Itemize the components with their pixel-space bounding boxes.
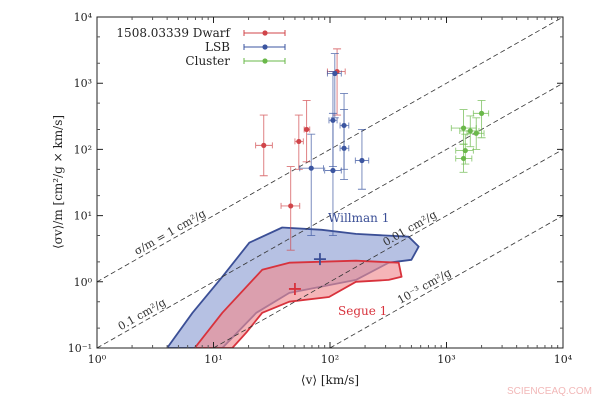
reference-line	[213, 149, 563, 348]
region-label: Willman 1	[328, 211, 389, 225]
y-axis-label: ⟨σv⟩/m [cm²/g × km/s]	[51, 115, 65, 249]
marker	[332, 70, 338, 77]
data-point	[299, 133, 324, 236]
marker	[359, 157, 365, 164]
x-tick-label: 10⁴	[554, 353, 573, 366]
data-point	[339, 109, 350, 181]
marker	[308, 165, 314, 171]
data-point	[466, 117, 485, 150]
data-point	[294, 114, 304, 170]
marker	[288, 203, 294, 209]
y-tick-label: 10⁴	[74, 11, 93, 24]
y-tick-label: 10¹	[74, 210, 92, 223]
region-label: Segue 1	[338, 304, 387, 318]
legend-marker	[262, 58, 268, 64]
legend-marker	[262, 44, 268, 50]
reference-line	[329, 215, 563, 348]
y-tick-label: 10²	[74, 143, 92, 156]
marker	[296, 138, 302, 145]
x-tick-label: 10²	[321, 353, 339, 366]
legend-label: Cluster	[185, 54, 230, 68]
data-point	[459, 115, 480, 148]
data-point	[455, 143, 473, 173]
error-bar	[326, 48, 346, 116]
reference-line-label: σ/m = 1 cm²/g	[132, 207, 208, 258]
x-tick-label: 10⁰	[88, 353, 107, 366]
x-axis-label: ⟨v⟩ [km/s]	[301, 373, 359, 387]
reference-line	[97, 82, 563, 348]
marker	[462, 147, 468, 154]
best-fit-cross	[288, 282, 301, 295]
data-points	[255, 48, 490, 251]
x-tick-label: 10¹	[204, 353, 222, 366]
y-tick-label: 10⁰	[74, 276, 93, 289]
reference-line-label: 10⁻³ cm²/g	[395, 266, 453, 307]
data-point	[455, 133, 474, 165]
reference-lines	[97, 17, 563, 348]
legend-label: 1508.03339 Dwarf	[116, 26, 231, 40]
data-point	[255, 114, 273, 177]
watermark: SCIENCEAQ.COM	[507, 386, 592, 397]
error-bar	[299, 133, 324, 236]
marker	[304, 126, 310, 133]
marker	[261, 142, 267, 148]
data-point	[324, 112, 342, 236]
data-point	[280, 166, 301, 251]
data-point	[326, 53, 342, 119]
data-point	[450, 109, 477, 145]
reference-line-label: 0.1 cm²/g	[116, 296, 168, 333]
marker	[341, 145, 347, 151]
marker	[467, 128, 473, 134]
reference-line	[97, 17, 563, 283]
best-fit-cross	[313, 253, 326, 266]
y-tick-label: 10⁻¹	[68, 342, 92, 355]
marker	[460, 125, 467, 131]
y-tick-label: 10³	[74, 77, 92, 90]
plot-frame	[96, 16, 564, 349]
data-point	[354, 129, 370, 190]
data-point	[302, 99, 311, 163]
marker	[330, 167, 336, 174]
marker	[473, 130, 479, 136]
legend-label: LSB	[205, 40, 230, 54]
contour-regions	[166, 226, 420, 348]
data-point	[472, 99, 490, 139]
marker	[460, 155, 467, 162]
error-bar	[326, 53, 342, 119]
marker	[478, 110, 485, 116]
x-tick-label: 10³	[437, 353, 455, 366]
legend-marker	[262, 30, 268, 36]
data-point	[326, 48, 346, 116]
